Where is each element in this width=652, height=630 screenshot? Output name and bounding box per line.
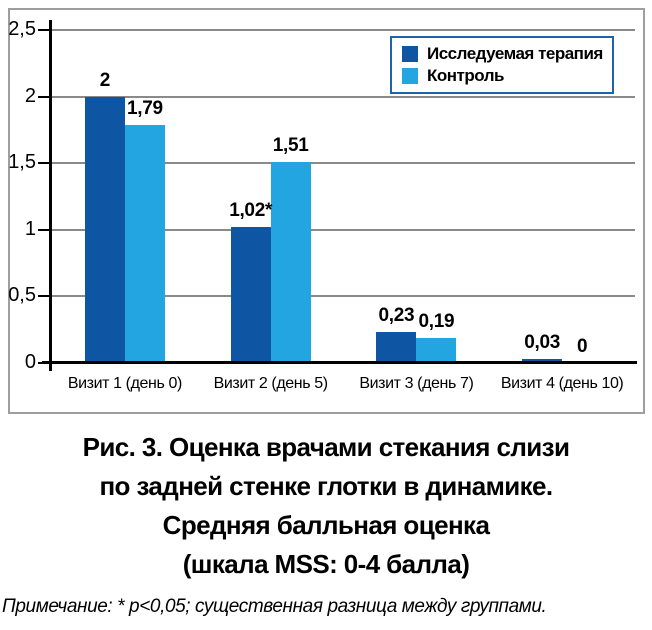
chart-frame: 0 0,5 1 1,5 2 2,5 2 1,79 Визит 1 (день 0) 1,02* 1,…	[8, 8, 645, 414]
bar-value-label: 0,19	[418, 310, 455, 332]
x-axis	[42, 361, 637, 364]
legend-item: Контроль	[402, 65, 604, 87]
bar-therapy	[376, 332, 417, 363]
bar-control	[270, 161, 311, 363]
y-tick-label: 0,5	[8, 284, 36, 307]
bar-value-label: 1,79	[126, 97, 163, 119]
caption-line-2: по задней стенке глотки в динамике.	[99, 471, 553, 501]
y-tick-label: 0	[24, 351, 36, 373]
x-category-label: Визит 4 (день 10)	[500, 375, 624, 392]
bar-control	[416, 337, 457, 363]
y-axis-tick	[38, 29, 50, 31]
legend-label: Контроль	[427, 66, 504, 85]
y-axis-tick	[38, 95, 50, 98]
y-tick-label: 2	[24, 84, 36, 107]
x-category-label: Визит 1 (день 0)	[67, 375, 182, 392]
y-axis-tick	[38, 228, 50, 231]
legend-swatch-therapy	[402, 46, 418, 62]
y-axis-tick	[38, 162, 50, 165]
caption-line-3: Средняя балльная оценка	[162, 510, 490, 540]
bar-value-label: 0,23	[378, 305, 415, 327]
bar-therapy	[230, 227, 271, 363]
y-axis	[49, 20, 52, 371]
y-tick-label: 1,5	[8, 151, 36, 174]
y-axis-tick	[38, 295, 50, 298]
legend-swatch-control	[402, 68, 418, 84]
gridline	[52, 228, 635, 231]
bar-value-label: 1,51	[272, 134, 309, 156]
gridline	[52, 162, 635, 165]
bar-value-label: 0	[576, 336, 588, 357]
bar-value-label: 1,02*	[229, 200, 273, 222]
y-tick-label: 2,5	[8, 18, 36, 40]
legend-label: Исследуемая терапия	[427, 44, 603, 63]
bar-value-label: 2	[99, 69, 111, 91]
bar-value-label: 0,03	[524, 332, 561, 354]
legend-item: Исследуемая терапия	[402, 43, 604, 65]
x-category-label: Визит 3 (день 7)	[359, 375, 474, 392]
figure-caption: Рис. 3. Оценка врачами стекания слизи по…	[0, 428, 652, 584]
gridline	[52, 29, 635, 31]
caption-line-4: (шкала MSS: 0-4 балла)	[182, 549, 470, 579]
legend: Исследуемая терапия Контроль	[390, 36, 614, 94]
caption-line-1: Рис. 3. Оценка врачами стекания слизи	[82, 432, 570, 462]
x-category-label: Визит 2 (день 5)	[213, 375, 328, 392]
gridline	[52, 295, 635, 298]
gridline	[52, 95, 635, 98]
y-tick-label: 1	[24, 217, 36, 240]
plot-area: 0 0,5 1 1,5 2 2,5 2 1,79 Визит 1 (день 0) 1,02* 1,…	[8, 18, 637, 392]
bar-control	[124, 124, 165, 363]
footnote: Примечание: * p<0,05; существенная разни…	[2, 596, 547, 617]
bar-therapy	[84, 96, 125, 363]
